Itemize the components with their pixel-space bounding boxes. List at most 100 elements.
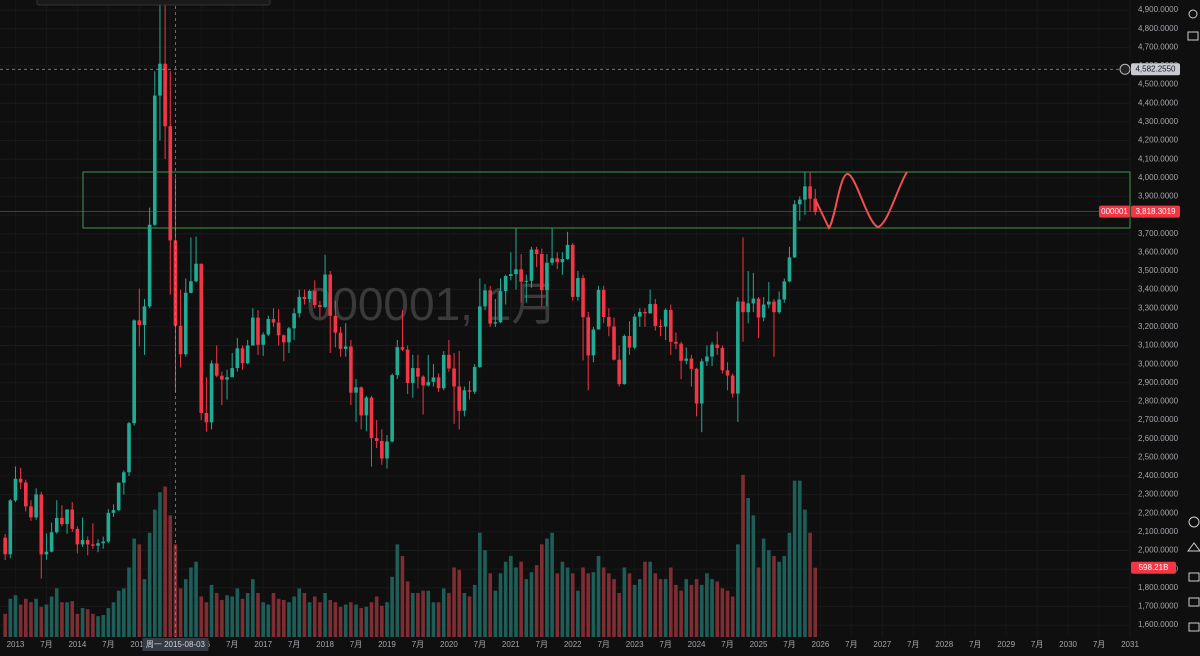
volume-bar [483,550,487,637]
volume-bar [741,474,745,637]
y-tick-label: 3,900.0000 [1138,192,1179,201]
candle-body [581,278,585,318]
y-tick-label: 3,000.0000 [1138,359,1179,368]
candle-body [163,63,167,127]
y-tick-label: 4,200.0000 [1138,136,1179,145]
volume-bar [565,567,570,637]
volume-bar [679,590,683,637]
candle-body [576,278,580,297]
candle-body [44,551,49,555]
tool-button[interactable] [1187,542,1200,552]
volume-bar [323,592,327,637]
candle-body [674,341,678,344]
volume-bar [178,588,183,637]
candle-body [312,290,317,306]
volume-bar [168,515,173,637]
volume-bar [318,602,322,637]
tool-button[interactable] [1188,597,1200,607]
candle-body [570,244,575,297]
candle-body [116,482,121,511]
volume-bar [147,532,152,637]
candle-body [550,258,554,263]
volume-bar [220,599,224,637]
y-tick-label: 2,200.0000 [1138,508,1179,517]
tool-button[interactable] [1187,31,1199,41]
volume-bar [792,480,797,637]
volume-bar [132,538,136,637]
x-tick-label: 7月 [536,640,548,649]
volume-bar [653,573,658,637]
volume-bar [431,602,436,637]
volume-bar [710,579,714,637]
candle-body [230,368,234,378]
candle-body [132,320,136,424]
candle-body [699,361,704,404]
y-tick-label: 3,300.0000 [1138,303,1179,312]
candle-body [147,224,152,307]
volume-bar [699,584,704,637]
watermark: 000001, 1月 [307,278,558,330]
volume-bar [705,573,709,637]
volume-bar [782,555,787,637]
volume-bar [488,573,492,637]
candle-body [80,540,85,545]
x-tick-label: 2019 [378,640,396,649]
candle-body [710,344,714,357]
candle-body [787,257,792,282]
candle-body [741,301,745,313]
candle-body [560,259,565,263]
tool-button[interactable] [1188,622,1200,632]
volume-bar [85,609,90,637]
candle-body [808,186,812,199]
candle-body [65,509,69,525]
volume-bar [54,588,59,637]
volume-bar [607,573,611,637]
add-alert-button[interactable] [1119,63,1131,75]
candle-body [529,249,534,281]
volume-bar [777,561,781,637]
candle-body [803,186,807,200]
volume-bar [8,598,13,637]
volume-bar [436,602,441,637]
candle-body [441,354,446,389]
volume-bar [405,581,410,637]
volume-bar [638,579,642,637]
candle-body [436,377,441,389]
x-tick-label: 2023 [626,640,644,649]
tool-button[interactable] [1188,516,1200,528]
volume-bar [374,596,379,637]
volume-bar [751,515,756,637]
volume-bars [3,474,818,637]
candle-body [601,289,606,318]
volume-bar [96,616,100,637]
volume-bar [75,613,80,637]
volume-bar [746,498,750,637]
volume-bar [736,544,740,637]
candle-body [256,317,260,345]
volume-bar [550,532,554,637]
x-tick-label: 2030 [1059,640,1077,649]
x-tick-label: 7月 [226,640,238,649]
y-tick-label: 2,100.0000 [1138,527,1179,536]
volume-bar [808,532,812,637]
volume-bar [225,595,229,637]
y-tick-label: 2,900.0000 [1138,378,1179,387]
tool-button[interactable] [1188,572,1200,582]
candle-body [60,517,64,525]
candle-body [519,269,523,282]
candle-body [539,254,544,291]
y-tick-label: 3,500.0000 [1138,266,1179,275]
x-tick-label: 2028 [935,640,953,649]
tool-button[interactable] [1188,9,1198,19]
volume-bar [457,569,462,637]
volume-bar [189,567,193,637]
x-tick-label: 2025 [750,640,768,649]
volume-bar [797,480,802,637]
candle-body [715,344,720,348]
volume-bar [617,592,621,637]
y-tick-label: 3,600.0000 [1138,247,1179,256]
volume-bar [493,590,498,637]
candle-body [772,301,776,313]
candle-body [349,346,353,393]
candle-body [240,348,245,364]
